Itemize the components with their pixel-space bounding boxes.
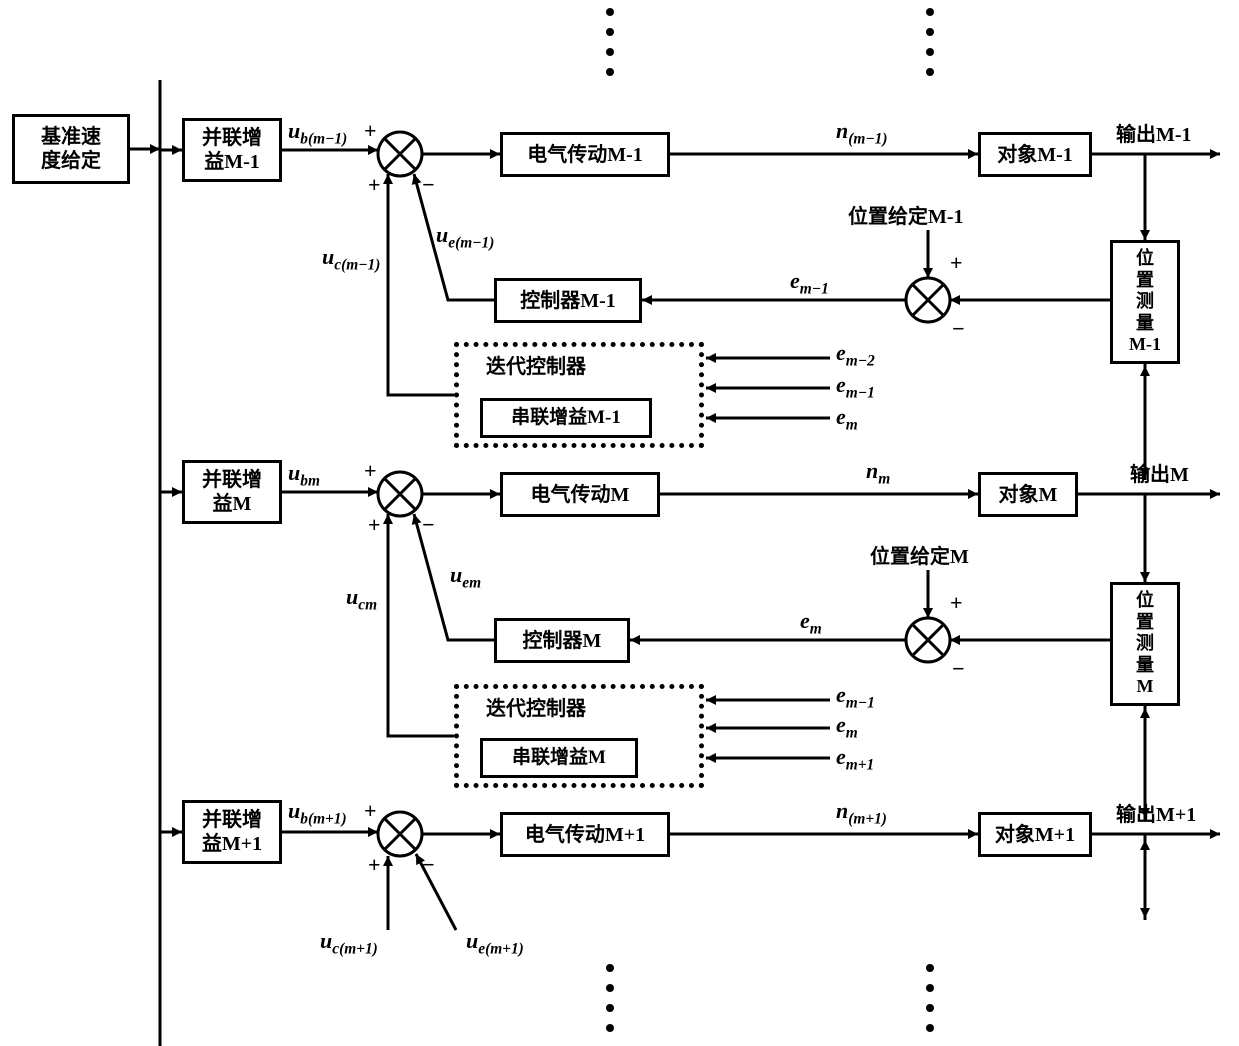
minus-sign: − <box>952 656 965 682</box>
electric-drive-m-1-box: 电气传动M-1 <box>500 132 670 177</box>
output-m-label: 输出M <box>1130 458 1189 487</box>
u-e-m-1-label: ue(m−1) <box>436 222 494 252</box>
plus-sign: + <box>364 798 377 824</box>
series-gain-m-box: 串联增益M <box>480 738 638 778</box>
minus-sign: − <box>952 316 965 342</box>
object-m-1-box: 对象M-1 <box>978 132 1092 177</box>
controller-m-box: 控制器M <box>494 618 630 663</box>
object-m-plus-1-box: 对象M+1 <box>978 812 1092 857</box>
pos-setpoint-m-1-label: 位置给定M-1 <box>848 200 964 229</box>
position-measure-m-1-box: 位置测量M-1 <box>1110 240 1180 364</box>
parallel-gain-m-box: 并联增益M <box>182 460 282 524</box>
object-m-box: 对象M <box>978 472 1078 517</box>
plus-sign: + <box>364 118 377 144</box>
n-m-plus-1-label: n(m+1) <box>836 798 887 828</box>
minus-sign: − <box>422 172 435 198</box>
u-c-m-plus-1-label: uc(m+1) <box>320 928 378 958</box>
u-e-m-plus-1-label: ue(m+1) <box>466 928 524 958</box>
u-b-m-plus-1-label: ub(m+1) <box>288 798 347 828</box>
plus-sign: + <box>368 852 381 878</box>
u-cm-label: ucm <box>346 584 377 614</box>
u-em-label: uem <box>450 562 481 592</box>
plus-sign: + <box>364 458 377 484</box>
e-m-iter1-label: em <box>836 404 858 434</box>
plus-sign: + <box>950 590 963 616</box>
e-m-1-iter-label: em−1 <box>836 372 875 402</box>
plus-sign: + <box>368 512 381 538</box>
e-m-iter2-label: em <box>836 712 858 742</box>
e-m-1-iter2-label: em−1 <box>836 682 875 712</box>
vdots-bottom <box>606 964 934 1032</box>
minus-sign: − <box>422 512 435 538</box>
n-m-label: nm <box>866 458 890 488</box>
parallel-gain-m-1-box: 并联增益M-1 <box>182 118 282 182</box>
vdots-top <box>606 8 934 76</box>
output-m-plus-1-label: 输出M+1 <box>1116 798 1196 827</box>
parallel-gain-m-plus-1-box: 并联增益M+1 <box>182 800 282 864</box>
u-b-m-1-label: ub(m−1) <box>288 118 347 148</box>
output-m-1-label: 输出M-1 <box>1116 118 1192 147</box>
iter-controller-m-1-title: 迭代控制器 <box>486 350 586 379</box>
e-m-plus-1-label: em+1 <box>836 744 874 774</box>
minus-sign: − <box>422 852 435 878</box>
electric-drive-m-box: 电气传动M <box>500 472 660 517</box>
e-m-1-label: em−1 <box>790 268 829 298</box>
iter-controller-m-title: 迭代控制器 <box>486 692 586 721</box>
u-c-m-1-label: uc(m−1) <box>322 244 380 274</box>
pos-setpoint-m-label: 位置给定M <box>870 540 969 569</box>
plus-sign: + <box>368 172 381 198</box>
position-measure-m-box: 位置测量M <box>1110 582 1180 706</box>
electric-drive-m-plus-1-box: 电气传动M+1 <box>500 812 670 857</box>
plus-sign: + <box>950 250 963 276</box>
n-m-1-label: n(m−1) <box>836 118 888 148</box>
series-gain-m-1-box: 串联增益M-1 <box>480 398 652 438</box>
e-m-label: em <box>800 608 822 638</box>
ref-speed-box: 基准速度给定 <box>12 114 130 184</box>
e-m-2-label: em−2 <box>836 340 875 370</box>
u-bm-label: ubm <box>288 460 320 490</box>
controller-m-1-box: 控制器M-1 <box>494 278 642 323</box>
